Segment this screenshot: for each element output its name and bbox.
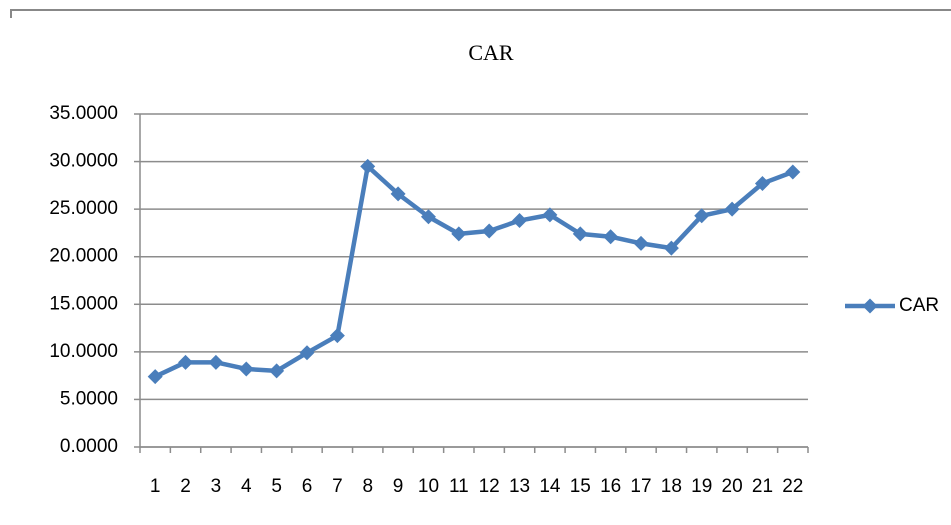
x-tick-label: 4 bbox=[241, 476, 252, 497]
x-tick-label: 15 bbox=[570, 476, 591, 497]
point-marker bbox=[603, 229, 619, 245]
point-marker bbox=[299, 345, 315, 361]
x-tick-label: 5 bbox=[271, 476, 282, 497]
point-marker bbox=[481, 223, 497, 239]
x-tick-label: 14 bbox=[539, 476, 561, 497]
x-tick-label: 20 bbox=[722, 476, 743, 497]
point-marker bbox=[785, 164, 801, 180]
x-tick-label: 21 bbox=[752, 476, 773, 497]
series-line bbox=[154, 164, 794, 379]
point-marker bbox=[451, 226, 467, 242]
x-tick-label: 17 bbox=[630, 476, 651, 497]
y-tick-label: 5.0000 bbox=[60, 388, 118, 409]
x-tick-label: 3 bbox=[211, 476, 222, 497]
x-tick-label: 6 bbox=[302, 476, 313, 497]
x-tick-label: 19 bbox=[691, 476, 712, 497]
point-marker bbox=[663, 240, 679, 256]
point-marker bbox=[208, 354, 224, 370]
y-tick-label: 35.0000 bbox=[49, 103, 118, 124]
y-tick-label: 0.0000 bbox=[60, 436, 118, 457]
x-tick-label: 7 bbox=[332, 476, 343, 497]
legend-label: CAR bbox=[899, 295, 939, 316]
x-tick-label: 22 bbox=[782, 476, 803, 497]
point-marker bbox=[420, 209, 436, 225]
y-tick-label: 20.0000 bbox=[49, 246, 118, 267]
point-marker bbox=[238, 361, 254, 377]
x-tick-label: 9 bbox=[393, 476, 404, 497]
y-tick-label: 15.0000 bbox=[49, 293, 118, 314]
point-marker bbox=[694, 208, 710, 224]
point-marker bbox=[390, 186, 406, 202]
point-marker bbox=[724, 201, 740, 217]
point-marker bbox=[147, 369, 163, 385]
y-tick-label: 25.0000 bbox=[49, 198, 118, 219]
chart-title: CAR bbox=[468, 40, 514, 65]
x-tick-label: 8 bbox=[362, 476, 373, 497]
point-marker bbox=[754, 175, 770, 191]
point-marker bbox=[329, 328, 345, 344]
x-tick-label: 16 bbox=[600, 476, 621, 497]
x-tick-label: 10 bbox=[418, 476, 439, 497]
legend-marker bbox=[862, 298, 878, 314]
point-marker bbox=[542, 207, 558, 223]
point-marker bbox=[572, 226, 588, 242]
x-tick-label: 12 bbox=[479, 476, 500, 497]
x-tick-label: 13 bbox=[509, 476, 530, 497]
point-marker bbox=[512, 213, 528, 229]
point-marker bbox=[269, 363, 285, 379]
y-tick-label: 10.0000 bbox=[49, 341, 118, 362]
x-tick-label: 11 bbox=[449, 476, 469, 497]
point-marker bbox=[360, 158, 376, 174]
point-marker bbox=[178, 354, 194, 370]
x-tick-label: 1 bbox=[150, 476, 161, 497]
point-marker bbox=[633, 235, 649, 251]
x-tick-label: 18 bbox=[661, 476, 682, 497]
x-tick-label: 2 bbox=[180, 476, 191, 497]
y-tick-label: 30.0000 bbox=[49, 151, 118, 172]
